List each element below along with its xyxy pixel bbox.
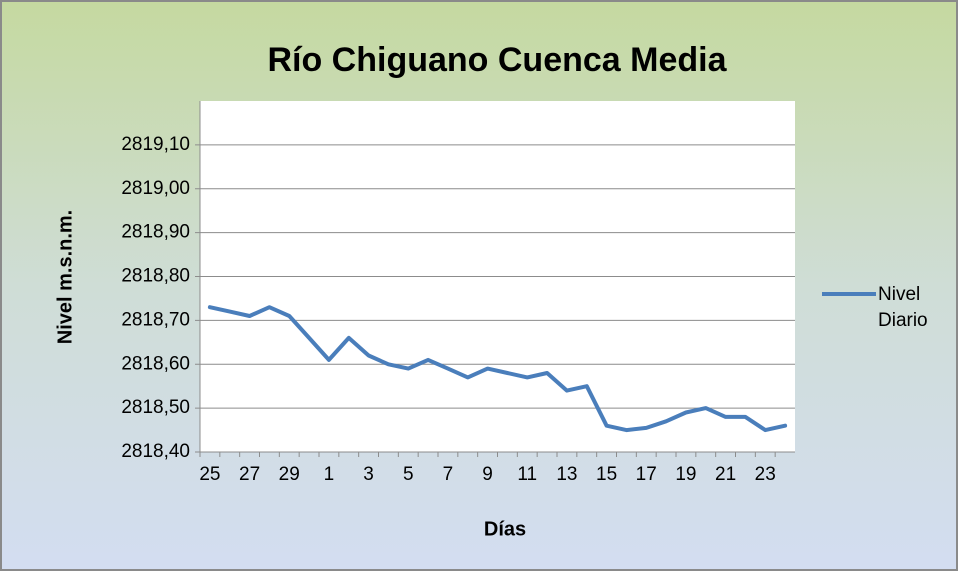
legend: Nivel Diario: [878, 282, 952, 334]
x-tick-label: 11: [517, 464, 537, 485]
y-tick-label: 2818,70: [121, 309, 190, 330]
x-tick-label: 15: [596, 464, 617, 485]
x-axis-label: Días: [484, 518, 526, 540]
y-tick-label: 2819,10: [121, 134, 190, 155]
x-tick-label: 9: [482, 464, 493, 485]
x-tick-label: 27: [239, 464, 260, 485]
x-tick-label: 1: [324, 464, 335, 485]
y-tick-label: 2818,80: [121, 266, 190, 287]
x-tick-label: 21: [715, 464, 736, 485]
x-tick-label: 3: [363, 464, 374, 485]
x-tick-label: 7: [443, 464, 454, 485]
legend-label: Nivel Diario: [878, 284, 928, 331]
x-tick-label: 19: [675, 464, 696, 485]
y-tick-label: 2819,00: [121, 178, 190, 199]
x-tick-label: 13: [556, 464, 577, 485]
x-tick-label: 17: [636, 464, 657, 485]
x-tick-label: 29: [279, 464, 300, 485]
y-tick-label: 2818,50: [121, 397, 190, 418]
y-tick-label: 2818,90: [121, 222, 190, 243]
y-tick-label: 2818,40: [121, 441, 190, 462]
x-tick-label: 5: [403, 464, 414, 485]
chart-title: Río Chiguano Cuenca Media: [267, 41, 727, 79]
y-tick-label: 2818,60: [121, 353, 190, 374]
x-tick-label: 23: [755, 464, 776, 485]
data-line: [207, 305, 788, 433]
x-tick-label: 25: [199, 464, 220, 485]
y-axis-label: Nivel m.s.n.m.: [54, 210, 76, 345]
